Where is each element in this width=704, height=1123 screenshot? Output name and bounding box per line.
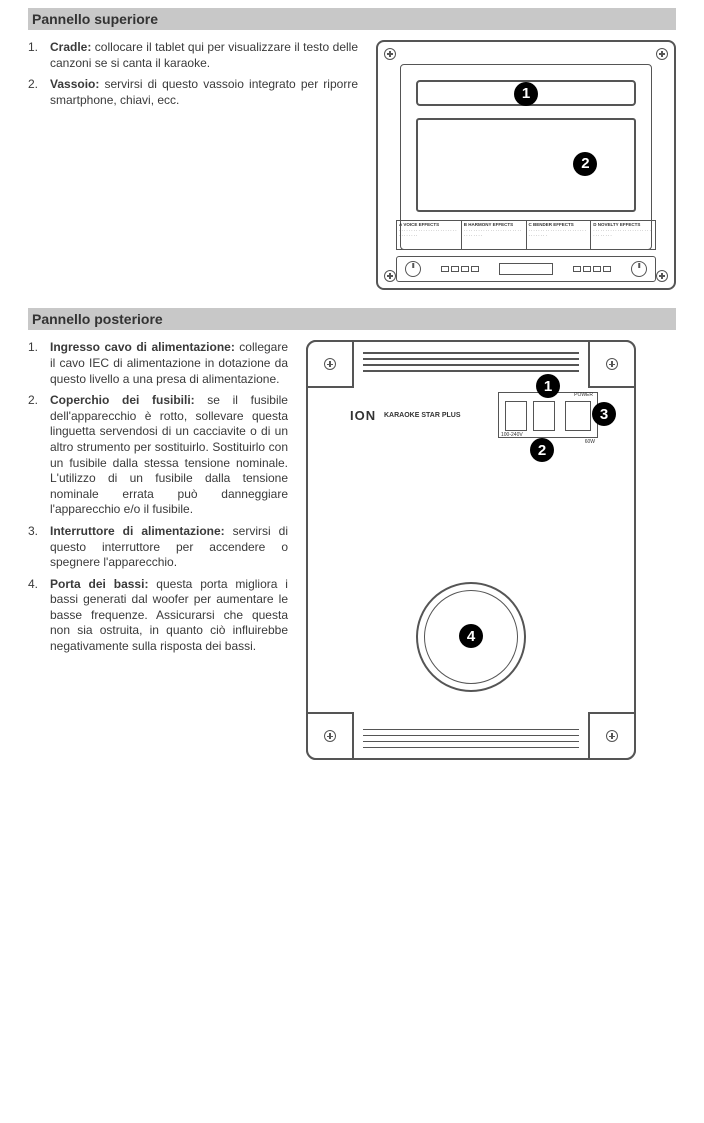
callout-marker-1: 1 bbox=[514, 82, 538, 106]
screw-icon bbox=[384, 48, 396, 60]
list-term: Cradle: bbox=[50, 40, 91, 54]
list-term: Coperchio dei fusibili: bbox=[50, 393, 195, 407]
small-button bbox=[471, 266, 479, 272]
list-body: Interruttore di alimentazione: servirsi … bbox=[50, 524, 288, 571]
fx-col-c: C BENDER EFFECTS· · · · · · · · · · · · … bbox=[526, 221, 591, 249]
list-item: 3. Interruttore di alimentazione: servir… bbox=[28, 524, 288, 571]
list-number: 4. bbox=[28, 577, 50, 655]
screw-icon bbox=[656, 270, 668, 282]
knob-icon bbox=[631, 261, 647, 277]
label-voltage: 100-240V bbox=[501, 432, 523, 439]
list-item: 2. Vassoio: servirsi di questo vassoio i… bbox=[28, 77, 358, 108]
product-name: KARAOKE STAR PLUS bbox=[384, 411, 460, 420]
list-item: 1. Ingresso cavo di alimentazione: colle… bbox=[28, 340, 288, 387]
list-term: Interruttore di alimentazione: bbox=[50, 524, 225, 538]
small-button bbox=[593, 266, 601, 272]
list-number: 1. bbox=[28, 340, 50, 387]
col-text-rear: 1. Ingresso cavo di alimentazione: colle… bbox=[28, 340, 288, 760]
io-section: POWER 100-240V 60W bbox=[498, 392, 598, 438]
list-item: 2. Coperchio dei fusibili: se il fusibil… bbox=[28, 393, 288, 518]
list-term: Vassoio: bbox=[50, 77, 99, 91]
screw-icon bbox=[324, 730, 336, 742]
tray bbox=[416, 118, 636, 212]
small-button bbox=[573, 266, 581, 272]
small-button bbox=[461, 266, 469, 272]
col-diagram-rear: ION KARAOKE STAR PLUS POWER 100-240V 60W… bbox=[306, 340, 636, 760]
list-term: Ingresso cavo di alimentazione: bbox=[50, 340, 235, 354]
fx-head-c: C BENDER EFFECTS bbox=[529, 222, 589, 228]
list-number: 1. bbox=[28, 40, 50, 71]
header-top-panel: Pannello superiore bbox=[28, 8, 676, 30]
label-wattage: 60W bbox=[585, 439, 595, 446]
list-body: Ingresso cavo di alimentazione: collegar… bbox=[50, 340, 288, 387]
fx-col-d: D NOVELTY EFFECTS· · · · · · · · · · · ·… bbox=[590, 221, 655, 249]
callout-marker-2: 2 bbox=[530, 438, 554, 462]
fx-col-a: A VOICE EFFECTS· · · · · · · · · · · · ·… bbox=[397, 221, 461, 249]
list-body: Vassoio: servirsi di questo vassoio inte… bbox=[50, 77, 358, 108]
label-power: POWER bbox=[574, 392, 593, 399]
col-diagram-top: A VOICE EFFECTS· · · · · · · · · · · · ·… bbox=[376, 40, 676, 290]
lcd-display bbox=[499, 263, 553, 275]
col-text-top: 1. Cradle: collocare il tablet qui per v… bbox=[28, 40, 358, 290]
callout-marker-4: 4 bbox=[459, 624, 483, 648]
list-item: 1. Cradle: collocare il tablet qui per v… bbox=[28, 40, 358, 71]
screw-icon bbox=[384, 270, 396, 282]
rib-line bbox=[363, 370, 579, 372]
list-number: 2. bbox=[28, 77, 50, 108]
button-row bbox=[441, 266, 479, 272]
knob-icon bbox=[405, 261, 421, 277]
section-rear-panel: Pannello posteriore 1. Ingresso cavo di … bbox=[28, 308, 676, 760]
list-body: Cradle: collocare il tablet qui per visu… bbox=[50, 40, 358, 71]
list-text: collocare il tablet qui per visualizzare… bbox=[50, 40, 358, 70]
control-panel bbox=[396, 256, 656, 282]
list-top: 1. Cradle: collocare il tablet qui per v… bbox=[28, 40, 358, 108]
corner-cap bbox=[588, 712, 636, 760]
rib-line bbox=[363, 364, 579, 366]
corner-cap bbox=[588, 340, 636, 388]
rib-line bbox=[363, 358, 579, 360]
list-number: 2. bbox=[28, 393, 50, 518]
fx-col-b: B HARMONY EFFECTS· · · · · · · · · · · ·… bbox=[461, 221, 526, 249]
row-rear: 1. Ingresso cavo di alimentazione: colle… bbox=[28, 340, 676, 760]
fx-head-d: D NOVELTY EFFECTS bbox=[593, 222, 653, 228]
small-button bbox=[441, 266, 449, 272]
fx-head-b: B HARMONY EFFECTS bbox=[464, 222, 524, 228]
list-body: Porta dei bassi: questa porta migliora i… bbox=[50, 577, 288, 655]
rib-line bbox=[363, 747, 579, 749]
section-top-panel: Pannello superiore 1. Cradle: collocare … bbox=[28, 8, 676, 290]
corner-cap bbox=[306, 712, 354, 760]
rib-line bbox=[363, 352, 579, 354]
list-rear: 1. Ingresso cavo di alimentazione: colle… bbox=[28, 340, 288, 654]
iec-inlet bbox=[505, 401, 527, 431]
small-button bbox=[583, 266, 591, 272]
callout-marker-3: 3 bbox=[592, 402, 616, 426]
power-switch bbox=[565, 401, 591, 431]
screw-icon bbox=[606, 730, 618, 742]
list-text: se il fusibile dell'apparecchio è rotto,… bbox=[50, 393, 288, 516]
brand-logo: ION bbox=[350, 408, 376, 425]
list-term: Porta dei bassi: bbox=[50, 577, 148, 591]
row-top: 1. Cradle: collocare il tablet qui per v… bbox=[28, 40, 676, 290]
diagram-rear-panel: ION KARAOKE STAR PLUS POWER 100-240V 60W… bbox=[306, 340, 636, 760]
fx-panel: A VOICE EFFECTS· · · · · · · · · · · · ·… bbox=[396, 220, 656, 250]
rib-line bbox=[363, 741, 579, 743]
fx-head-a: A VOICE EFFECTS bbox=[399, 222, 459, 228]
diagram-top-panel: A VOICE EFFECTS· · · · · · · · · · · · ·… bbox=[376, 40, 676, 290]
corner-cap bbox=[306, 340, 354, 388]
header-rear-panel: Pannello posteriore bbox=[28, 308, 676, 330]
screw-icon bbox=[606, 358, 618, 370]
fuse-cover bbox=[533, 401, 555, 431]
button-row bbox=[573, 266, 611, 272]
rib-line bbox=[363, 735, 579, 737]
list-number: 3. bbox=[28, 524, 50, 571]
list-body: Coperchio dei fusibili: se il fusibile d… bbox=[50, 393, 288, 518]
screw-icon bbox=[656, 48, 668, 60]
list-item: 4. Porta dei bassi: questa porta miglior… bbox=[28, 577, 288, 655]
small-button bbox=[451, 266, 459, 272]
small-button bbox=[603, 266, 611, 272]
rib-line bbox=[363, 729, 579, 731]
screw-icon bbox=[324, 358, 336, 370]
